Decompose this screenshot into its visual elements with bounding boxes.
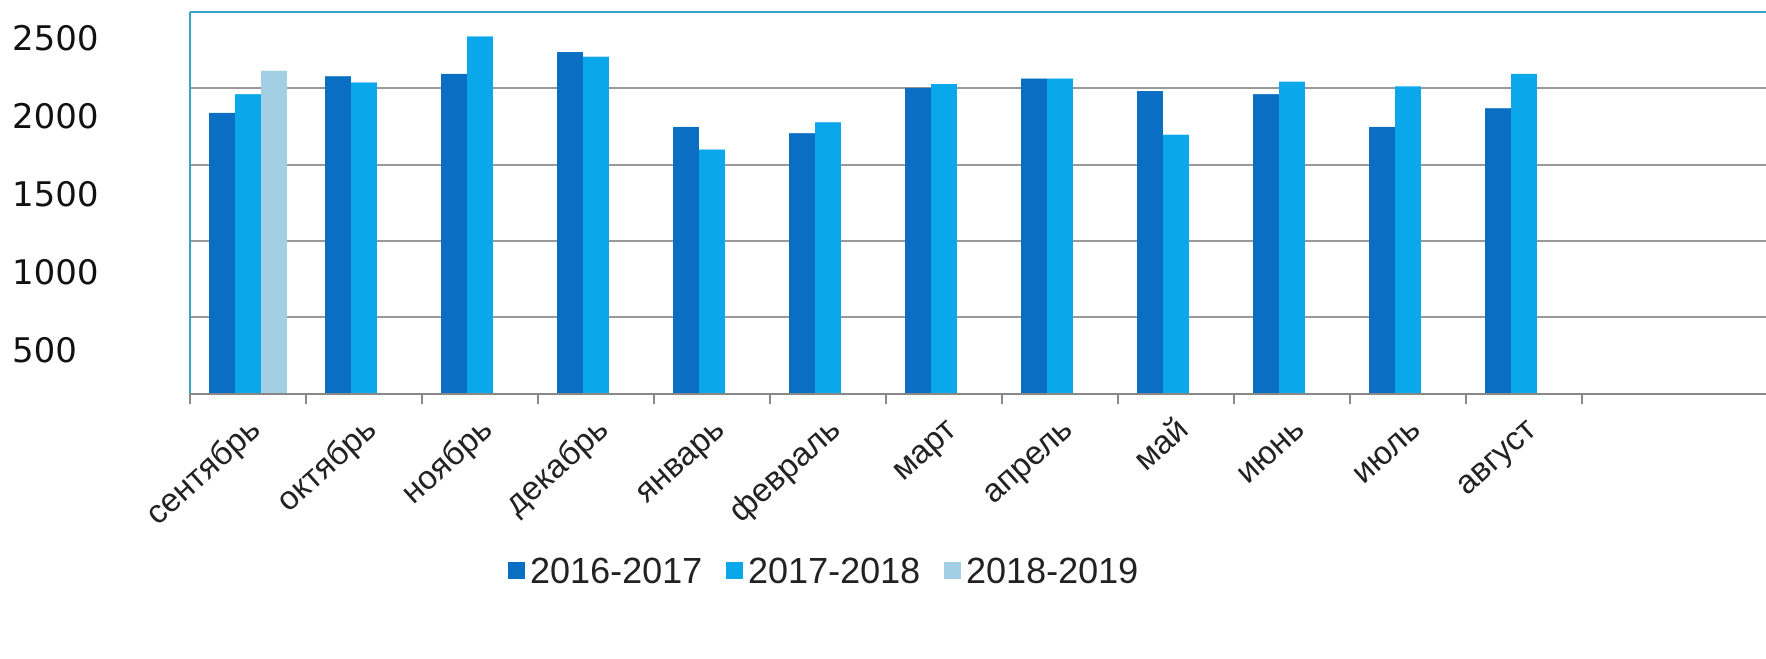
bar-2016-2017-апрель (1021, 78, 1047, 394)
legend-label: 2017-2018 (748, 550, 920, 591)
bars (209, 36, 1537, 395)
y-tick-label: 2500 (12, 19, 99, 59)
x-tick-label: февраль (721, 410, 847, 529)
x-tick-label: июль (1343, 410, 1426, 490)
bar-2017-2018-декабрь (583, 56, 609, 394)
x-tick-label: июнь (1228, 410, 1311, 490)
bar-2016-2017-март (905, 87, 931, 395)
y-tick-label: 2000 (12, 97, 99, 137)
legend-label: 2016-2017 (530, 550, 702, 591)
x-tick-label: март (883, 410, 963, 487)
bar-2018-2019-сентябрь (261, 70, 287, 394)
legend-swatch (508, 562, 525, 579)
bar-2017-2018-октябрь (351, 82, 377, 395)
bar-2016-2017-февраль (789, 133, 815, 394)
x-tick-label: май (1126, 410, 1195, 477)
bar-2016-2017-сентябрь (209, 112, 235, 394)
bar-2016-2017-июль (1369, 126, 1395, 395)
bar-2017-2018-август (1511, 73, 1537, 394)
bar-2016-2017-май (1137, 91, 1163, 394)
bar-2017-2018-сентябрь (235, 94, 261, 394)
legend-label: 2018-2019 (966, 550, 1138, 591)
x-tick-label: октябрь (268, 410, 382, 518)
bar-2016-2017-август (1485, 108, 1511, 394)
legend-swatch (726, 562, 743, 579)
x-tick-label: апрель (973, 410, 1078, 510)
bar-2016-2017-декабрь (557, 52, 583, 394)
x-axis (189, 393, 1766, 404)
x-tick-label: январь (626, 410, 730, 509)
y-axis-ticks: 2500 2000 1500 1000 500 (12, 19, 99, 371)
legend-swatch (944, 562, 961, 579)
x-tick-label: ноябрь (393, 410, 499, 510)
bar-2017-2018-апрель (1047, 78, 1073, 394)
legend: 2016-2017 2017-2018 2018-2019 (508, 550, 1138, 591)
bar-2017-2018-ноябрь (467, 36, 493, 394)
bar-2016-2017-июнь (1253, 94, 1279, 394)
bar-2017-2018-май (1163, 134, 1189, 394)
plot-frame (189, 11, 1766, 394)
bar-2016-2017-октябрь (325, 76, 351, 394)
bar-2017-2018-июль (1395, 86, 1421, 395)
y-tick-label: 500 (12, 331, 77, 371)
y-tick-label: 1000 (12, 253, 99, 293)
bar-2017-2018-июнь (1279, 81, 1305, 395)
bar-2017-2018-январь (699, 149, 725, 394)
x-tick-label: сентябрь (138, 410, 267, 532)
bar-2016-2017-ноябрь (441, 73, 467, 394)
bar-2017-2018-март (931, 84, 957, 395)
bar-2016-2017-январь (673, 126, 699, 395)
x-tick-label: декабрь (497, 410, 615, 522)
x-tick-label: август (1447, 410, 1543, 502)
y-tick-label: 1500 (12, 175, 99, 215)
bar-2017-2018-февраль (815, 122, 841, 395)
